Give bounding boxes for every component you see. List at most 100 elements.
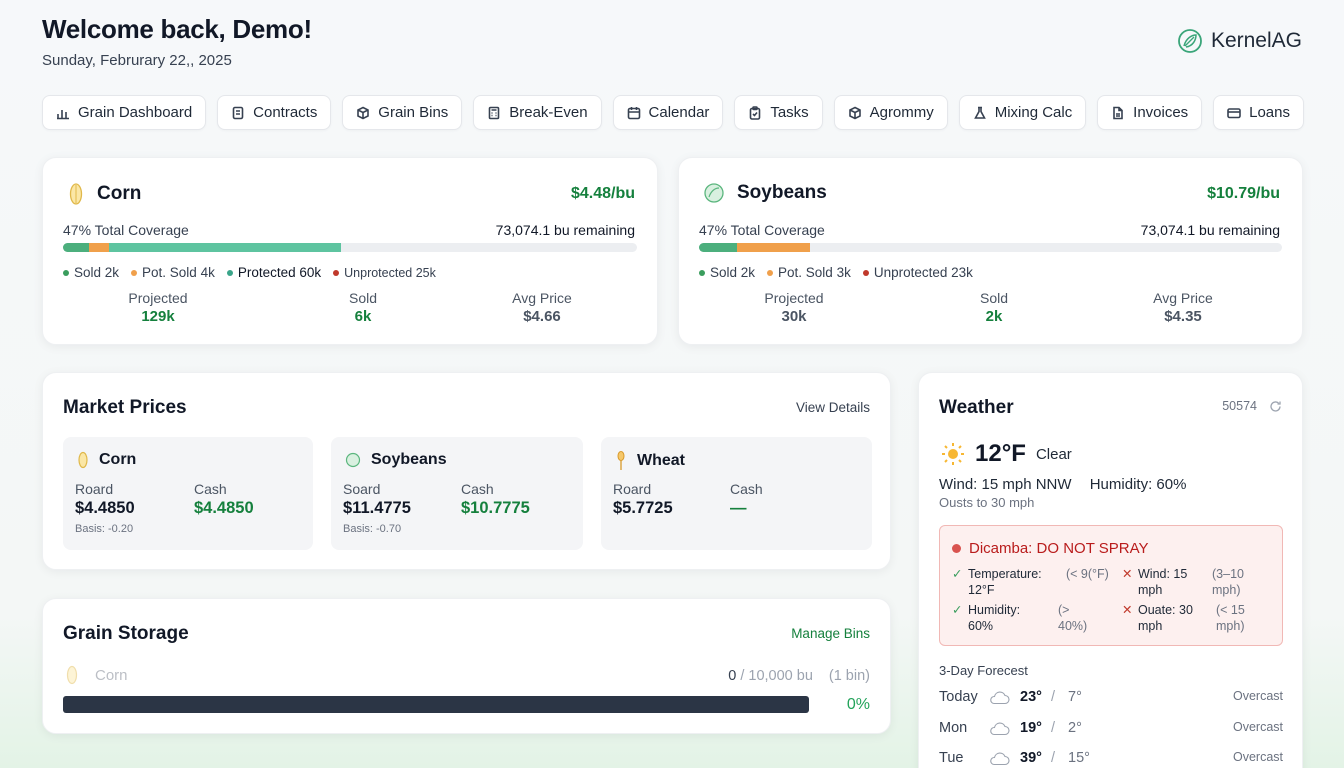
alert-item-temperature: ✓ Temperature: 12°F (< 9(°F) <box>952 566 1112 598</box>
nav-label: Break-Even <box>509 104 588 121</box>
legend-dot <box>699 269 705 276</box>
nav-calendar[interactable]: Calendar <box>612 95 724 130</box>
wind-humidity-line: Wind: 15 mph NNW Humidity: 60% <box>939 476 1186 493</box>
legend-text: Unprotected 25k <box>344 265 436 280</box>
nav-grain-dashboard[interactable]: Grain Dashboard <box>42 95 207 130</box>
nav-label: Contracts <box>253 104 318 121</box>
nav-break-even[interactable]: Break-Even <box>473 95 602 130</box>
forecast-day: Tue <box>939 750 964 766</box>
nav-mixing-calc[interactable]: Mixing Calc <box>958 95 1087 130</box>
corn-icon <box>66 665 78 685</box>
stat-value: 2k <box>985 308 1003 325</box>
crop-card-soybeans[interactable]: Soybeans $10.79/bu 47% Total Coverage 73… <box>678 157 1303 345</box>
bar-chart-icon <box>57 109 69 119</box>
manage-bins-link[interactable]: Manage Bins <box>791 626 870 641</box>
alert-title-text: Dicamba: DO NOT SPRAY <box>969 540 1149 557</box>
nav-agrommy[interactable]: Agrommy <box>833 95 948 130</box>
crop-header: Soybeans <box>703 182 827 204</box>
capacity-total: 10,000 bu <box>748 668 813 684</box>
nav-label: Calendar <box>648 104 710 121</box>
stat-projected: Projected 30k <box>754 290 834 325</box>
crop-name: Corn <box>97 183 142 204</box>
price-tile-soybeans[interactable]: Soybeans Soard Cash $11.4775 $10.7775 Ba… <box>331 437 583 550</box>
cash-label: Cash <box>730 481 763 497</box>
crop-price: $4.48/bu <box>570 185 635 202</box>
nav-tasks[interactable]: Tasks <box>734 95 823 130</box>
nav-grain-bins[interactable]: Grain Bins <box>342 95 463 130</box>
stat-label: Projected <box>764 290 824 306</box>
page-title: Welcome back, Demo! <box>42 14 312 44</box>
flask-icon <box>973 106 986 119</box>
crop-card-corn[interactable]: Corn $4.48/bu 47% Total Coverage 73,074.… <box>42 157 658 345</box>
alert-item-text: Temperature: 12°F <box>968 567 1042 597</box>
stat-avg-price: Avg Price $4.66 <box>497 290 587 325</box>
humidity-value: Humidity: 60% <box>1089 476 1187 493</box>
soybean-icon <box>345 452 361 468</box>
nav-loans[interactable]: Loans <box>1213 95 1304 130</box>
nav-label: Agrommy <box>869 104 934 121</box>
basis-value: Basis: -0.20 <box>75 523 134 535</box>
nav-label: Invoices <box>1133 104 1189 121</box>
tile-name: Wheat <box>637 452 685 469</box>
alert-item-text: Ouate: 30 mph <box>1138 603 1193 633</box>
legend-text: Pot. Sold 3k <box>778 265 851 280</box>
section-title: Grain Storage <box>63 623 189 644</box>
weather-card: Weather 50574 12°F Clear Wind: 15 mph NN… <box>918 372 1303 768</box>
refresh-icon[interactable] <box>1269 400 1282 413</box>
bar-segment-sold <box>699 243 737 252</box>
crop-price: $10.79/bu <box>1207 185 1280 202</box>
forecast-condition: Overcast <box>1232 720 1283 734</box>
legend-text: Sold 2k <box>74 265 120 280</box>
cloud-icon <box>990 722 1010 736</box>
credit-card-icon <box>1227 107 1241 118</box>
legend-protected: Protected 60k <box>226 265 321 280</box>
current-temperature: 12°F <box>975 440 1026 467</box>
stat-value: $4.35 <box>1164 308 1202 325</box>
nav-label: Mixing Calc <box>994 104 1073 121</box>
section-title: Weather <box>939 397 1014 418</box>
tile-header: Wheat <box>615 451 685 471</box>
forecast-row: Mon 19° / 2° Overcast <box>939 720 1283 740</box>
legend-sold: Sold 2k <box>699 265 755 280</box>
alert-dot-icon <box>952 544 961 553</box>
nav-invoices[interactable]: Invoices <box>1097 95 1203 130</box>
forecast-day: Mon <box>939 720 968 736</box>
soybean-icon <box>704 183 724 203</box>
document-icon <box>232 106 244 119</box>
forecast-high: 19° <box>1020 720 1042 736</box>
check-icon: ✓ <box>952 567 963 581</box>
alert-title: Dicamba: DO NOT SPRAY <box>952 540 1149 557</box>
page-date: Sunday, Februrary 22,, 2025 <box>42 52 232 69</box>
stat-value: 129k <box>141 308 175 325</box>
coverage-legend: Sold 2k Pot. Sold 3k Unprotected 23k <box>699 265 973 280</box>
legend-dot <box>767 269 774 276</box>
leaf-logo-icon <box>1178 29 1202 53</box>
coverage-bar <box>63 243 637 252</box>
bar-segment-pot-sold <box>88 243 109 252</box>
package-icon <box>357 106 370 119</box>
remaining-label: 73,074.1 bu remaining <box>1140 222 1280 238</box>
legend-text: Pot. Sold 4k <box>142 265 215 280</box>
coverage-label: 47% Total Coverage <box>63 222 189 238</box>
tile-header: Corn <box>77 451 136 469</box>
x-icon: ✕ <box>1122 567 1133 581</box>
storage-capacity: 0 / 10,000 bu (1 bin) <box>728 668 870 684</box>
basis-value: Basis: -0.70 <box>343 523 402 535</box>
storage-bar <box>63 696 809 713</box>
storage-crop-name: Corn <box>95 666 128 684</box>
stat-value: $4.66 <box>523 308 561 325</box>
current-condition: Clear <box>1035 445 1072 463</box>
bin-count: (1 bin) <box>828 668 870 684</box>
view-details-link[interactable]: View Details <box>795 400 870 415</box>
clipboard-icon <box>750 105 761 120</box>
nav-contracts[interactable]: Contracts <box>217 95 332 130</box>
price-tile-wheat[interactable]: Wheat Roard Cash $5.7725 — <box>601 437 872 550</box>
stat-label: Projected <box>128 290 188 306</box>
forecast-row: Today 23° / 7° Overcast <box>939 689 1283 709</box>
tile-name: Corn <box>99 451 137 468</box>
sun-icon <box>942 443 964 465</box>
price-tile-corn[interactable]: Corn Roard Cash $4.4850 $4.4850 Basis: -… <box>63 437 313 550</box>
brand-logo[interactable]: KernelAG <box>1177 28 1302 54</box>
alert-item-threshold: (> 40%) <box>1058 603 1088 633</box>
market-prices-card: Market Prices View Details Corn Roard Ca… <box>42 372 891 570</box>
